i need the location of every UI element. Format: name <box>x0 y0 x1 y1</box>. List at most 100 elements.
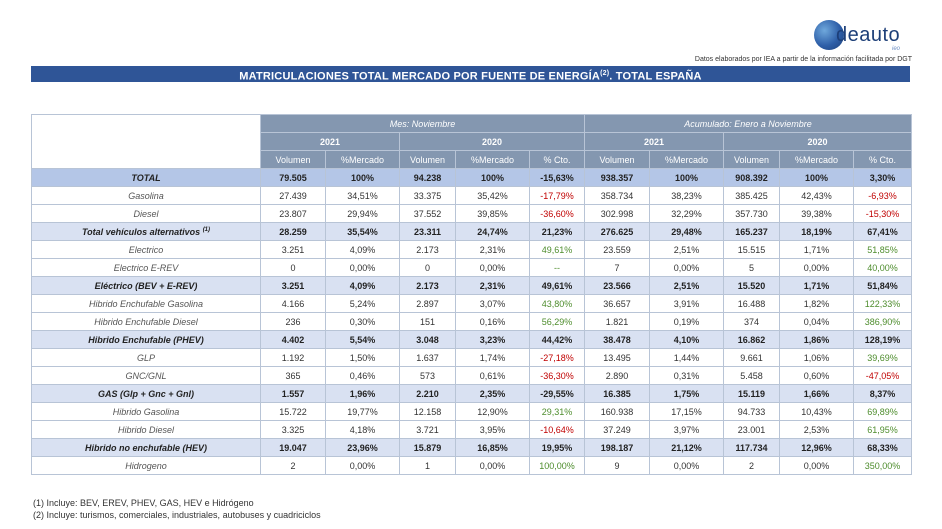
table-cell: 35,54% <box>325 222 400 241</box>
row-label-text: Eléctrico (BEV + E-REV) <box>94 280 198 291</box>
table-cell: 236 <box>260 312 326 331</box>
table-cell: 4,09% <box>325 276 400 295</box>
table-cell: 29,31% <box>529 402 585 421</box>
table-cell: 69,89% <box>852 402 913 421</box>
table-cell: 43,80% <box>529 294 585 313</box>
row-label: Total vehículos alternativos (1) <box>31 222 261 241</box>
table-cell: 3.048 <box>399 330 456 349</box>
table-cell: 37.552 <box>399 204 456 223</box>
table-row: GNC/GNL 365 0,46% 573 0,61% -36,30% 2.890 0,31%… <box>31 366 913 385</box>
table-cell: 0 <box>260 258 326 277</box>
row-label-text: Hibrido Enchufable (PHEV) <box>88 334 204 345</box>
table-cell: 1,66% <box>779 384 854 403</box>
table-cell: 1,82% <box>779 294 854 313</box>
table-cell: 100% <box>455 168 530 187</box>
column-header: %Mercado <box>649 150 724 169</box>
title-main: MATRICULACIONES TOTAL MERCADO POR FUENTE… <box>239 70 601 83</box>
table-cell: 39,85% <box>455 204 530 223</box>
table-cell: 13.495 <box>584 348 650 367</box>
table-cell: -15,63% <box>529 168 585 187</box>
table-cell: 2,51% <box>649 240 724 259</box>
row-label: TOTAL <box>31 168 261 187</box>
table-cell: 67,41% <box>852 222 913 241</box>
header-group-month: Mes: Noviembre <box>260 114 585 133</box>
table-cell: 33.375 <box>399 186 456 205</box>
table-cell: 938.357 <box>584 168 650 187</box>
source-note: Datos elaborados por IEA a partir de la … <box>694 56 912 63</box>
table-cell: 100% <box>779 168 854 187</box>
table-cell: 9 <box>584 456 650 475</box>
table-cell: 4.402 <box>260 330 326 349</box>
table-cell: 573 <box>399 366 456 385</box>
table-row: Eléctrico (BEV + E-REV) 3.251 4,09% 2.173 2,… <box>31 276 913 295</box>
table-cell: 1.557 <box>260 384 326 403</box>
globe-icon <box>814 20 844 50</box>
row-label-text: Hibrido Diesel <box>117 424 175 435</box>
table-cell: 0,00% <box>455 258 530 277</box>
table-cell: 40,00% <box>852 258 913 277</box>
table-cell: 3.251 <box>260 240 326 259</box>
table-cell: 5.458 <box>723 366 780 385</box>
row-label: Hibrido Enchufable Diesel <box>31 312 261 331</box>
table-cell: -- <box>529 258 585 277</box>
table-row: GAS (Glp + Gnc + Gnl) 1.557 1,96% 2.210 2,35… <box>31 384 913 403</box>
table-cell: 0,31% <box>649 366 724 385</box>
table-cell: -47,05% <box>852 366 913 385</box>
row-label-text: GNC/GNL <box>125 370 167 381</box>
header-year-month-2020: 2020 <box>399 132 585 151</box>
table-cell: 302.998 <box>584 204 650 223</box>
table-cell: 18,19% <box>779 222 854 241</box>
table-cell: 1.821 <box>584 312 650 331</box>
table-cell: -36,60% <box>529 204 585 223</box>
table-cell: 1 <box>399 456 456 475</box>
table-cell: 0,19% <box>649 312 724 331</box>
table-cell: 385.425 <box>723 186 780 205</box>
row-label-text: Hibrido Enchufable Diesel <box>94 316 198 327</box>
table-cell: 2.210 <box>399 384 456 403</box>
row-label: Hibrido Gasolina <box>31 402 261 421</box>
row-label-text: Hibrido no enchufable (HEV) <box>84 442 207 453</box>
column-header: Volumen <box>584 150 650 169</box>
table-cell: 19.047 <box>260 438 326 457</box>
row-label: GAS (Glp + Gnc + Gnl) <box>31 384 261 403</box>
column-header: %Mercado <box>325 150 400 169</box>
table-cell: 0,00% <box>455 456 530 475</box>
registrations-table: Mes: Noviembre Acumulado: Enero a Noviem… <box>31 114 913 475</box>
table-cell: 365 <box>260 366 326 385</box>
table-cell: 39,38% <box>779 204 854 223</box>
row-label-text: GAS (Glp + Gnc + Gnl) <box>97 388 194 399</box>
table-cell: 23.311 <box>399 222 456 241</box>
row-label-text: TOTAL <box>131 172 161 183</box>
table-cell: -36,30% <box>529 366 585 385</box>
table-row: Hibrido Enchufable Gasolina 4.166 5,24% 2.8… <box>31 294 913 313</box>
table-cell: 32,29% <box>649 204 724 223</box>
table-cell: 276.625 <box>584 222 650 241</box>
table-cell: -15,30% <box>852 204 913 223</box>
row-label-text: GLP <box>136 352 155 363</box>
table-cell: 28.259 <box>260 222 326 241</box>
table-cell: 36.657 <box>584 294 650 313</box>
table-cell: 79.505 <box>260 168 326 187</box>
table-cell: 4.166 <box>260 294 326 313</box>
table-cell: 3.721 <box>399 420 456 439</box>
table-row: GLP 1.192 1,50% 1.637 1,74% -27,18% 13.495 1,44… <box>31 348 913 367</box>
table-row: Hidrogeno 2 0,00% 1 0,00% 100,00% 9 0,00% 2 0,00%… <box>31 456 913 475</box>
logo-subtext: ieo <box>892 46 901 52</box>
table-cell: 37.249 <box>584 420 650 439</box>
table-cell: 16.488 <box>723 294 780 313</box>
table-row: Hibrido Enchufable (PHEV) 4.402 5,54% 3.048… <box>31 330 913 349</box>
table-cell: 1,50% <box>325 348 400 367</box>
table-cell: 15.119 <box>723 384 780 403</box>
table-row: Gasolina 27.439 34,51% 33.375 35,42% -17,79% 3… <box>31 186 913 205</box>
table-cell: 15.520 <box>723 276 780 295</box>
table-cell: 0,16% <box>455 312 530 331</box>
table-cell: 61,95% <box>852 420 913 439</box>
table-cell: 3.325 <box>260 420 326 439</box>
row-label-text: Electrico <box>128 244 164 255</box>
table-cell: 2 <box>260 456 326 475</box>
logo-wordmark: deauto <box>836 24 901 46</box>
table-cell: 122,33% <box>852 294 913 313</box>
table-cell: 4,09% <box>325 240 400 259</box>
row-label-text: Hibrido Enchufable Gasolina <box>88 298 204 309</box>
table-cell: 2,35% <box>455 384 530 403</box>
